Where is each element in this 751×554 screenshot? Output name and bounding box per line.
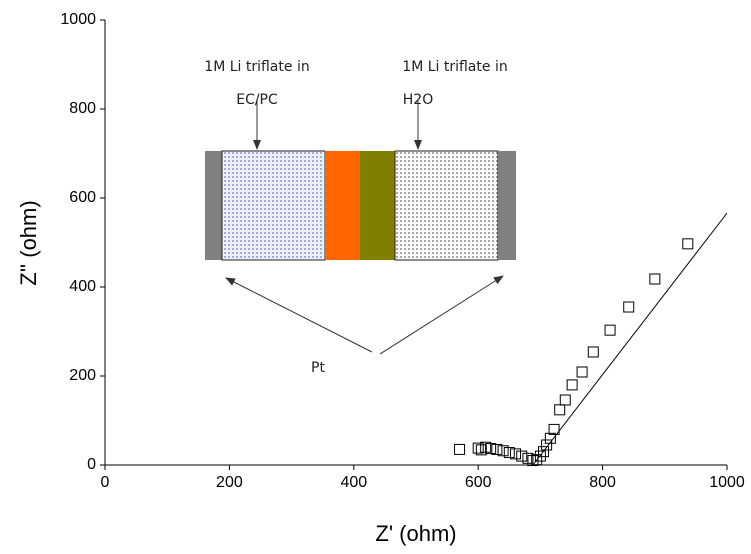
point [527,455,539,467]
y-tick-label: 400 [69,278,96,295]
annotation: 1M Li triflate in [204,59,309,75]
arrow [379,275,504,355]
x-tick-label: 200 [216,474,243,491]
point [497,445,509,457]
y-tick-label: 1000 [60,11,96,28]
point [472,442,484,454]
pt-electrode [498,151,516,260]
x-tick-label: 800 [589,474,616,491]
point [531,454,543,466]
y-tick-label: 800 [69,100,96,117]
annotation: 1M Li triflate in [402,59,507,75]
y-tick-label: 200 [69,367,96,384]
y-tick-label: 600 [69,189,96,206]
point [623,301,635,313]
organic-electrolyte [221,150,326,261]
point [604,324,616,336]
y-axis-label: Z'' (ohm) [16,200,41,285]
x-tick-label: 600 [465,474,492,491]
point [566,379,578,391]
point [682,238,694,250]
point [541,439,553,451]
annotation: H2O [403,92,433,108]
point [649,273,661,285]
point [548,423,560,435]
aqueous-electrolyte [394,150,499,261]
point [554,404,566,416]
fit-line [532,212,728,466]
x-tick-label: 1000 [709,474,745,491]
point [516,450,528,462]
point [491,443,503,455]
x-axis-label: Z' (ohm) [375,521,456,546]
pt-electrode [205,151,222,260]
x-tick-label: 400 [340,474,367,491]
layer [360,151,395,260]
point [544,432,556,444]
inset-diagram: 1M Li triflate in EC/PC 1M Li triflate i… [204,59,516,376]
point [534,450,546,462]
annotation: EC/PC [236,92,278,108]
arrow [225,277,373,353]
point [485,443,497,455]
point [510,448,522,460]
point [576,366,588,378]
annotation: Pt [311,360,325,376]
point [538,446,550,458]
point [503,447,515,459]
x-tick-label: 0 [101,474,110,491]
layer [325,151,360,260]
point [475,444,487,456]
point [559,394,571,406]
y-tick-label: 0 [87,456,96,473]
point [587,346,599,358]
point [454,443,466,455]
